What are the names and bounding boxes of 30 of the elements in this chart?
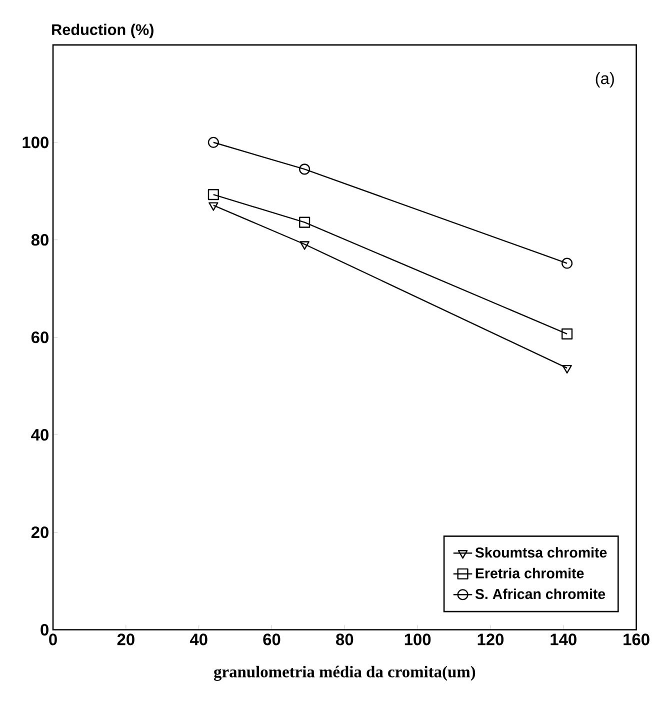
- point: [299, 216, 310, 228]
- x-tick-label: 140: [550, 634, 576, 646]
- legend-label: Skoumtsa chromite: [475, 547, 607, 558]
- legend-label: Eretria chromite: [476, 568, 584, 578]
- x-tick-label: 160: [624, 634, 650, 646]
- x-tick-label: 0: [49, 634, 57, 646]
- y-tick-label: 60: [31, 332, 48, 344]
- point: [562, 364, 572, 374]
- y-tick-label: 40: [31, 428, 48, 441]
- y-axis-title: Reduction (%): [52, 24, 154, 38]
- x-tick-label: 60: [263, 634, 280, 646]
- point: [299, 164, 310, 175]
- point: [208, 202, 218, 211]
- point: [208, 136, 219, 148]
- x-tick-label: 120: [478, 634, 504, 646]
- y-tick-label: 80: [31, 234, 48, 246]
- y-tick-label: 20: [31, 526, 48, 538]
- x-tick-label: 80: [336, 634, 354, 646]
- x-tick-label: 40: [190, 634, 208, 646]
- point: [562, 328, 573, 340]
- legend-label: S. African chromite: [475, 588, 606, 600]
- y-tick-label: 100: [22, 136, 48, 148]
- point: [208, 188, 219, 200]
- x-axis-title: granulometria média da cromita(um): [214, 666, 476, 681]
- point: [562, 258, 573, 269]
- annotation: (a): [596, 72, 614, 88]
- point: [300, 241, 310, 250]
- x-tick-label: 20: [117, 634, 134, 646]
- x-tick-label: 100: [404, 634, 431, 646]
- y-tick-label: 0: [40, 624, 48, 636]
